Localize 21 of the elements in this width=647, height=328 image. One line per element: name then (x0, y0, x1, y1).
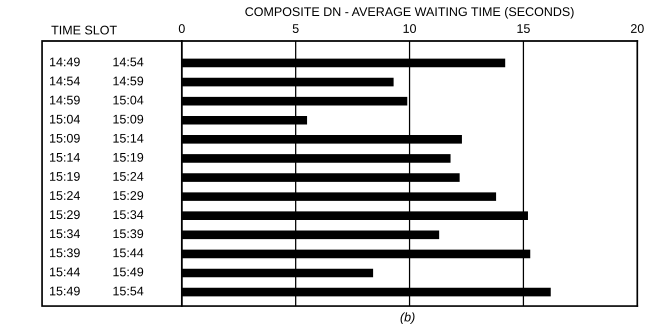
category-label: 14:49 14:54 (50, 57, 144, 66)
category-label: 14:59 15:04 (50, 96, 144, 104)
category-label: 15:24 15:29 (50, 191, 144, 200)
text: (b) (400, 312, 415, 324)
category-label: 15:09 15:14 (50, 134, 144, 143)
category-label: 15:14 15:19 (50, 152, 144, 162)
x-tick-label: 5 (292, 24, 299, 33)
category-label: 15:04 15:09 (50, 114, 144, 124)
chart-title: COMPOSITE DN - AVERAGE WAITING TIME (SECONDS) (245, 6, 574, 19)
text: TIME SLOT (51, 26, 117, 35)
x-tick-label: 0 (178, 24, 185, 33)
category-label: 15:44 15:49 (50, 267, 144, 276)
x-tick-label: 10 (404, 24, 416, 33)
category-label: 15:49 15:54 (50, 286, 144, 296)
category-label: 15:19 15:24 (50, 172, 144, 181)
x-tick-label: 15 (517, 24, 530, 33)
category-label: 15:39 15:44 (50, 248, 144, 258)
category-label: 15:29 15:34 (50, 210, 144, 220)
x-tick-label: 20 (630, 24, 644, 33)
category-label: 14:54 14:59 (50, 76, 144, 86)
category-label: 15:34 15:39 (50, 229, 144, 238)
